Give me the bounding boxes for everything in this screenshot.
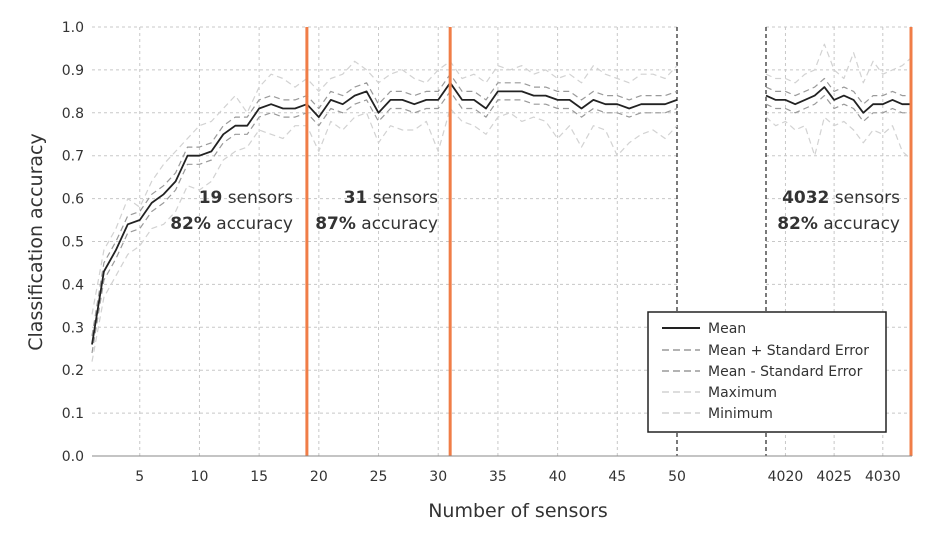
annotation-19-accuracy: 82% accuracy bbox=[170, 214, 293, 234]
x-tick-label: 4030 bbox=[865, 469, 901, 485]
legend-box bbox=[647, 311, 887, 433]
y-tick-label: 0.0 bbox=[62, 449, 84, 465]
y-tick-label: 0.3 bbox=[62, 320, 84, 336]
y-tick-label: 0.4 bbox=[62, 277, 84, 293]
annotation-31-accuracy: 87% accuracy bbox=[315, 214, 438, 234]
series-line-maximum-right bbox=[765, 43, 913, 84]
annotation-4032-count: 4032 sensors bbox=[782, 188, 900, 208]
y-tick-label: 0.2 bbox=[62, 363, 84, 379]
y-tick-label: 0.8 bbox=[62, 106, 84, 122]
series-line-maximum-left bbox=[91, 60, 678, 315]
annotation-accuracy-suffix: accuracy bbox=[211, 214, 293, 234]
annotation-19-count: 19 sensors bbox=[199, 188, 293, 208]
series-line-mean-standard-error-right bbox=[765, 94, 912, 123]
x-tick-label: 10 bbox=[191, 469, 209, 485]
legend-label-minimum: Minimum bbox=[708, 406, 773, 422]
annotation-count-suffix: sensors bbox=[222, 188, 293, 208]
x-tick-label: 50 bbox=[668, 469, 686, 485]
series-line-mean-left bbox=[91, 81, 678, 345]
annotation-accuracy-value: 87% bbox=[315, 214, 356, 234]
legend-label-mean-plus-se: Mean + Standard Error bbox=[708, 343, 869, 359]
x-tick-label: 40 bbox=[549, 469, 567, 485]
x-tick-label: 4025 bbox=[816, 469, 852, 485]
y-axis-title: Classification accuracy bbox=[25, 133, 47, 350]
annotation-accuracy-value: 82% bbox=[777, 214, 818, 234]
annotation-count-value: 31 bbox=[344, 188, 368, 208]
y-tick-label: 1.0 bbox=[62, 20, 84, 36]
annotation-layer: 19 sensors 82% accuracy 31 sensors 87% a… bbox=[170, 188, 900, 234]
legend-label-mean: Mean bbox=[708, 321, 746, 337]
series-line-mean-standard-error-left bbox=[91, 90, 678, 354]
x-tick-label: 30 bbox=[429, 469, 447, 485]
y-tick-label: 0.6 bbox=[62, 192, 84, 208]
x-tick-label: 5 bbox=[135, 469, 144, 485]
series-line-mean-standard-error-right bbox=[765, 77, 912, 105]
y-tick-label: 0.7 bbox=[62, 149, 84, 165]
y-tick-label: 0.1 bbox=[62, 406, 84, 422]
annotation-4032-accuracy: 82% accuracy bbox=[777, 214, 900, 234]
x-axis-title: Number of sensors bbox=[428, 500, 608, 522]
series-line-mean-standard-error-left bbox=[91, 73, 678, 336]
annotation-accuracy-suffix: accuracy bbox=[818, 214, 900, 234]
legend: Mean Mean + Standard Error Mean - Standa… bbox=[647, 311, 887, 433]
series-line-minimum-left bbox=[91, 107, 678, 362]
annotation-count-suffix: sensors bbox=[829, 188, 900, 208]
legend-label-maximum: Maximum bbox=[708, 385, 777, 401]
x-tick-label: 20 bbox=[310, 469, 328, 485]
axis-layer: 0.0 0.1 0.2 0.3 0.4 0.5 0.6 0.7 0.8 0.9 1.0 5 10 15 20… bbox=[62, 20, 912, 485]
annotation-count-suffix: sensors bbox=[367, 188, 438, 208]
legend-label-mean-minus-se: Mean - Standard Error bbox=[708, 364, 863, 380]
y-tick-label: 0.9 bbox=[62, 63, 84, 79]
annotation-accuracy-suffix: accuracy bbox=[356, 214, 438, 234]
x-tick-label: 15 bbox=[250, 469, 268, 485]
x-tick-label: 4020 bbox=[768, 469, 804, 485]
annotation-count-value: 4032 bbox=[782, 188, 829, 208]
series-line-mean-right bbox=[765, 86, 912, 114]
annotation-accuracy-value: 82% bbox=[170, 214, 211, 234]
series-line-minimum-right bbox=[765, 116, 913, 161]
highlight-layer bbox=[305, 27, 913, 456]
x-tick-label: 25 bbox=[370, 469, 388, 485]
y-tick-label: 0.5 bbox=[62, 235, 84, 251]
x-tick-label: 45 bbox=[608, 469, 626, 485]
x-tick-label: 35 bbox=[489, 469, 507, 485]
series-layer bbox=[91, 43, 913, 362]
annotation-count-value: 19 bbox=[199, 188, 223, 208]
annotation-31-count: 31 sensors bbox=[344, 188, 438, 208]
